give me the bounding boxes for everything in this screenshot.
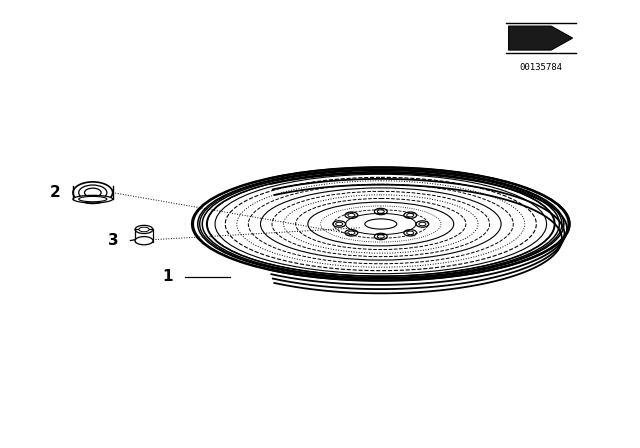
Polygon shape [509,26,573,50]
Ellipse shape [135,225,153,233]
Text: 00135784: 00135784 [519,63,562,72]
Ellipse shape [73,195,113,203]
Text: 3: 3 [108,233,118,248]
Ellipse shape [135,237,153,245]
Text: 2: 2 [50,185,61,200]
Ellipse shape [139,227,149,232]
Text: 1: 1 [163,269,173,284]
